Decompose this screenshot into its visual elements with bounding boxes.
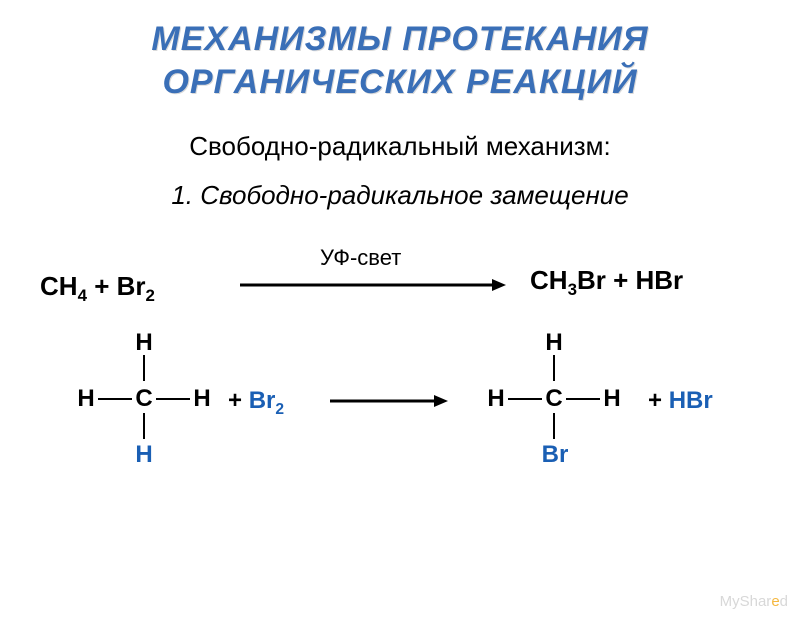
ch4-bottom-h: H [134,441,154,469]
eq1-ch4-sub: 4 [78,286,87,305]
eq1-products: CH3Br + HBr [530,265,683,300]
ch3br-right-h: H [602,385,622,413]
eq1-br2: Br [117,271,146,301]
ch4-bond-bottom [143,413,145,439]
eq2-arrow-icon [330,391,450,411]
ch3br-bond-bottom [553,413,555,439]
equation-condensed: CH4 + Br2 УФ-свет CH3Br + HBr [0,239,800,319]
watermark-text: MyShared [720,593,788,610]
ch4-center-c: C [134,385,154,413]
ch3br-bond-right [566,398,600,400]
eq2-plus-br2-fix: + Br2 [228,387,284,419]
equation-structural: H H C H H + + Br2 + Br2 H H C H Br + + H… [0,329,800,559]
struct-ch4: H H C H H [60,329,220,529]
ch4-right-h: H [192,385,212,413]
ch3br-top-h: H [544,329,564,357]
eq1-brhbr: Br + HBr [577,265,683,295]
mechanism-item: 1. Свободно-радикальное замещение [0,180,800,211]
ch4-bond-left [98,398,132,400]
slide-title: МЕХАНИЗМЫ ПРОТЕКАНИЯ ОРГАНИЧЕСКИХ РЕАКЦИ… [0,18,800,103]
eq1-plus: + [87,271,117,301]
subtitle-text: Свободно-радикальный механизм: [189,131,611,161]
eq1-ch3: CH [530,265,568,295]
ch4-left-h: H [76,385,96,413]
eq1-uv-label: УФ-свет [320,245,401,271]
ch3br-bond-top [553,355,555,381]
eq2-plus-hbr-fix: + HBr [648,387,713,415]
ch3br-center-c: C [544,385,564,413]
ch4-bond-right [156,398,190,400]
eq1-arrow-icon [240,275,510,295]
uv-label-text: УФ-свет [320,245,401,270]
eq1-ch3-sub: 3 [568,280,577,299]
eq1-br2-sub: 2 [146,286,155,305]
struct-ch3br: H H C H Br [470,329,630,529]
title-line-1: МЕХАНИЗМЫ ПРОТЕКАНИЯ [151,20,648,58]
ch3br-bottom-br: Br [538,441,572,469]
title-line-2: ОРГАНИЧЕСКИХ РЕАКЦИЙ [162,63,637,101]
ch4-bond-top [143,355,145,381]
ch3br-bond-left [508,398,542,400]
mechanism-subtitle: Свободно-радикальный механизм: [0,131,800,162]
subsub-text: 1. Свободно-радикальное замещение [171,180,628,210]
ch4-top-h: H [134,329,154,357]
ch3br-left-h: H [486,385,506,413]
eq1-ch4: CH [40,271,78,301]
eq1-reactants: CH4 + Br2 [40,271,155,306]
watermark: MyShared [720,593,788,610]
